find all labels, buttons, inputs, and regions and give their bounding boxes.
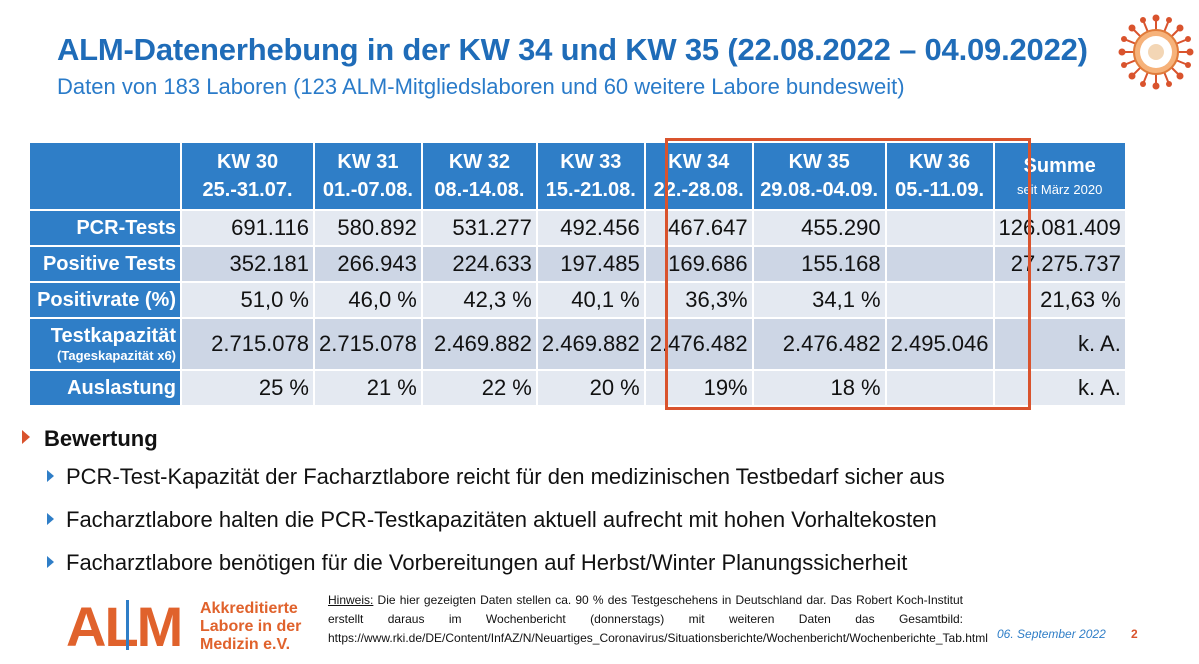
table-row: Testkapazität (Tageskapazität x6) 2.715.0… [30, 319, 1125, 369]
caret-right-icon [47, 470, 54, 482]
table-cell: 19% [645, 371, 752, 405]
column-header: KW 35 29.08.-04.09. [753, 143, 885, 209]
table-cell: 580.892 [315, 211, 421, 245]
sum-cell: 21,63 % [994, 283, 1125, 317]
row-label: Auslastung [30, 371, 180, 405]
table-cell: 51,0 % [182, 283, 313, 317]
table-cell: 2.476.482 [753, 319, 885, 369]
logo-letters: ALM [66, 598, 181, 652]
column-header: KW 33 15.-21.08. [537, 143, 644, 209]
table-cell: 2.476.482 [645, 319, 752, 369]
table-row: PCR-Tests 691.116 580.892 531.277 492.45… [30, 211, 1125, 245]
table-cell: 2.469.882 [422, 319, 536, 369]
table-cell: 352.181 [182, 247, 313, 281]
table-cell: 169.686 [645, 247, 752, 281]
table-cell: 492.456 [537, 211, 644, 245]
table-row: Positivrate (%) 51,0 % 46,0 % 42,3 % 40,… [30, 283, 1125, 317]
table-cell: 2.495.046 [886, 319, 993, 369]
table-cell [886, 247, 993, 281]
lab-data-table: KW 30 25.-31.07. KW 31 01.-07.08. KW 32 08.… [28, 141, 1127, 407]
table-cell [886, 371, 993, 405]
list-item: Facharztlabore benötigen für die Vorbere… [47, 550, 945, 593]
table-cell: 36,3% [645, 283, 752, 317]
logo-wordmark: Akkreditierte Labore in der Medizin e.V. [200, 600, 302, 653]
table-cell: 455.290 [753, 211, 885, 245]
bewertung-heading: Bewertung [22, 426, 158, 452]
table-cell: 2.715.078 [182, 319, 313, 369]
table-cell: 25 % [182, 371, 313, 405]
column-header: KW 34 22.-28.08. [645, 143, 752, 209]
table-cell: 155.168 [753, 247, 885, 281]
table-cell: 691.116 [182, 211, 313, 245]
sum-cell: k. A. [994, 319, 1125, 369]
column-header: KW 32 08.-14.08. [422, 143, 536, 209]
row-label: Positivrate (%) [30, 283, 180, 317]
table-cell [886, 283, 993, 317]
alm-logo: ALM [66, 598, 183, 652]
caret-right-icon [47, 556, 54, 568]
column-header: KW 30 25.-31.07. [182, 143, 313, 209]
caret-right-icon [47, 513, 54, 525]
caret-right-icon [22, 430, 30, 444]
table-cell: 197.485 [537, 247, 644, 281]
table-cell: 2.469.882 [537, 319, 644, 369]
column-header: KW 31 01.-07.08. [315, 143, 421, 209]
table-row: Positive Tests 352.181 266.943 224.633 1… [30, 247, 1125, 281]
table-cell: 266.943 [315, 247, 421, 281]
table-cell: 2.715.078 [315, 319, 421, 369]
sum-cell: k. A. [994, 371, 1125, 405]
row-label: Testkapazität (Tageskapazität x6) [30, 319, 180, 369]
table-cell: 46,0 % [315, 283, 421, 317]
table-cell: 42,3 % [422, 283, 536, 317]
logo-divider [126, 600, 129, 650]
table-cell: 531.277 [422, 211, 536, 245]
table-cell: 21 % [315, 371, 421, 405]
page-number: 2 [1131, 627, 1138, 641]
table-row: Auslastung 25 % 21 % 22 % 20 % 19% 18 % … [30, 371, 1125, 405]
table-cell: 467.647 [645, 211, 752, 245]
sum-cell: 126.081.409 [994, 211, 1125, 245]
table-cell: 18 % [753, 371, 885, 405]
list-item: Facharztlabore halten die PCR-Testkapazi… [47, 507, 945, 550]
list-item: PCR-Test-Kapazität der Facharztlabore re… [47, 464, 945, 507]
sum-column-header: Summe seit März 2020 [994, 143, 1125, 209]
footer-date: 06. September 2022 [997, 627, 1106, 641]
table-header-row: KW 30 25.-31.07. KW 31 01.-07.08. KW 32 08.… [30, 143, 1125, 209]
sum-cell: 27.275.737 [994, 247, 1125, 281]
table-cell: 34,1 % [753, 283, 885, 317]
corner-cell [30, 143, 180, 209]
virus-icon [1118, 14, 1194, 90]
table-cell: 22 % [422, 371, 536, 405]
table-cell: 40,1 % [537, 283, 644, 317]
table-cell: 20 % [537, 371, 644, 405]
row-label: Positive Tests [30, 247, 180, 281]
page-subtitle: Daten von 183 Laboren (123 ALM-Mitglieds… [57, 74, 905, 99]
page-title: ALM-Datenerhebung in der KW 34 und KW 35… [57, 32, 1088, 67]
hint-note: Hinweis: Die hier gezeigten Daten stelle… [328, 593, 988, 645]
bewertung-list: PCR-Test-Kapazität der Facharztlabore re… [47, 464, 945, 593]
row-label: PCR-Tests [30, 211, 180, 245]
column-header: KW 36 05.-11.09. [886, 143, 993, 209]
table-cell: 224.633 [422, 247, 536, 281]
table-cell [886, 211, 993, 245]
